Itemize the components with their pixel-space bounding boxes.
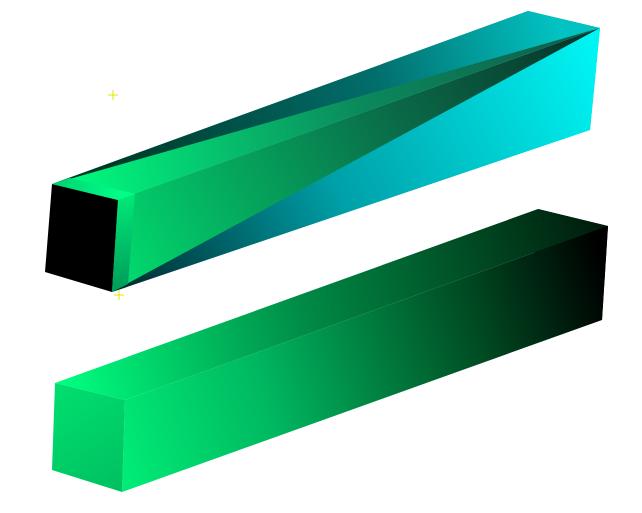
- upper-box-front-right-edge: [112, 194, 135, 292]
- upper-box-lower-edge: [112, 28, 600, 292]
- upper-box-front-face: [45, 184, 118, 292]
- lower-box-top-face: [55, 209, 608, 400]
- lower-box-left-cap: [52, 383, 125, 492]
- upper-box-dark-wedge: [52, 11, 600, 184]
- upper-twisted-box: [45, 11, 600, 292]
- pivot-marker: [114, 290, 124, 300]
- lower-box: [52, 209, 608, 492]
- light-marker: [108, 90, 118, 100]
- lower-box-front-face: [122, 226, 608, 492]
- upper-box-front-top-edge: [52, 178, 135, 200]
